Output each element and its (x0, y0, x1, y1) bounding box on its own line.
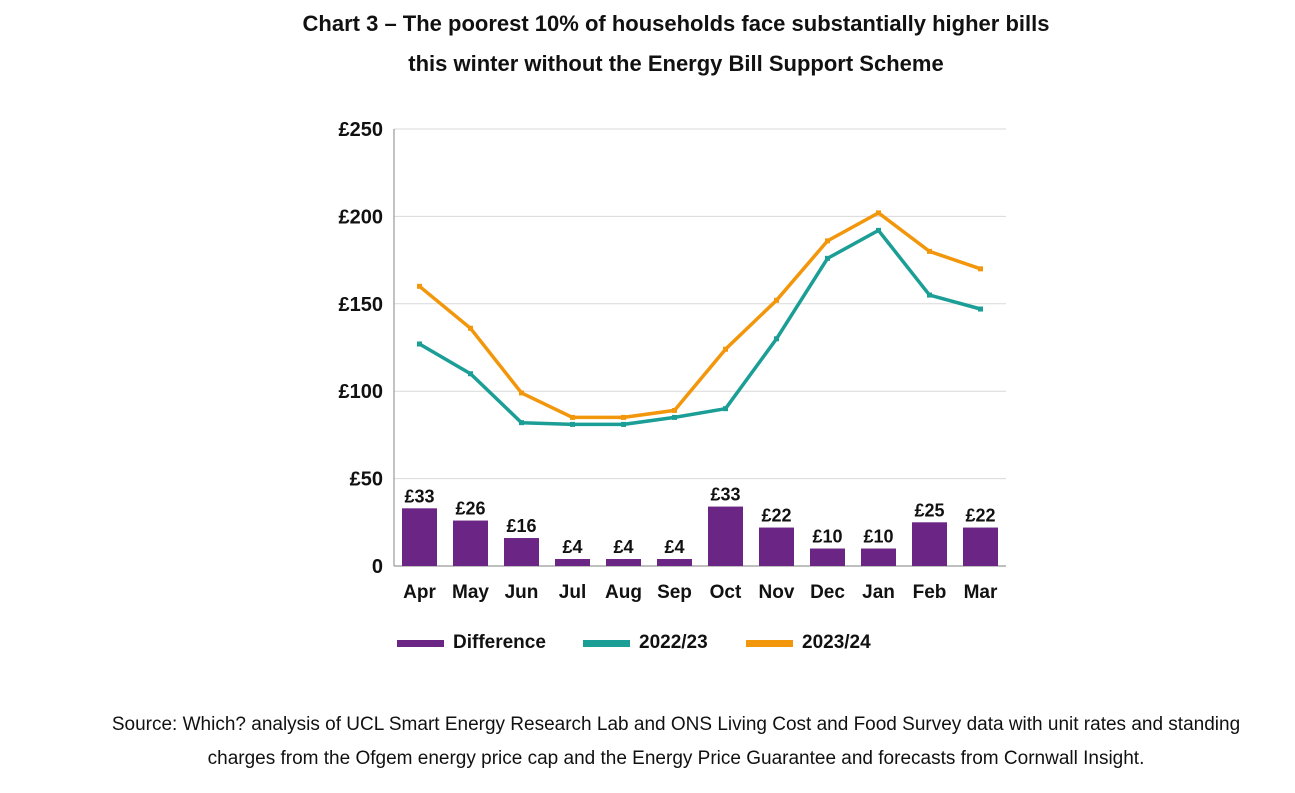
bar-label-feb: £25 (914, 500, 944, 520)
bar-label-apr: £33 (404, 486, 434, 506)
source-note: Source: Which? analysis of UCL Smart Ene… (0, 708, 1295, 776)
chart-title: Chart 3 – The poorest 10% of households … (0, 4, 1295, 84)
x-tick-label-jul: Jul (559, 582, 586, 603)
line-series-2023-24 (417, 211, 983, 420)
bar-label-aug: £4 (613, 537, 633, 557)
bar-difference-feb (912, 522, 947, 566)
source-line-2: charges from the Ofgem energy price cap … (207, 748, 1145, 769)
chart-title-line-1: Chart 3 – The poorest 10% of households … (302, 11, 1050, 36)
point-2022-23-jun (519, 420, 524, 426)
chart-legend: Difference 2022/23 2023/24 (0, 628, 1295, 658)
x-tick-label-oct: Oct (710, 582, 742, 603)
point-2023-24-nov (774, 297, 779, 303)
chart-title-line-2: this winter without the Energy Bill Supp… (408, 51, 944, 76)
point-2022-23-oct (723, 406, 728, 412)
bar-difference-mar (963, 527, 998, 566)
legend-item-difference: Difference (397, 628, 546, 658)
legend-label-difference: Difference (453, 632, 546, 653)
point-2023-24-oct (723, 346, 728, 352)
point-2023-24-jul (570, 414, 575, 420)
bar-label-dec: £10 (812, 527, 842, 547)
point-2022-23-jan (876, 227, 881, 233)
bar-difference-jun (504, 538, 539, 566)
y-tick-label-50: £50 (350, 469, 383, 491)
bar-difference-nov (759, 527, 794, 566)
bar-difference-aug (606, 559, 641, 566)
point-2023-24-apr (417, 283, 422, 289)
point-2023-24-sep (672, 407, 677, 413)
bar-label-sep: £4 (664, 537, 684, 557)
legend-label-2022-23: 2022/23 (639, 632, 708, 653)
bar-label-jul: £4 (562, 537, 582, 557)
bar-label-may: £26 (455, 499, 485, 519)
bar-difference-sep (657, 559, 692, 566)
bar-label-oct: £33 (710, 485, 740, 505)
bar-label-jan: £10 (863, 527, 893, 547)
bar-label-jun: £16 (506, 516, 536, 536)
point-2022-23-aug (621, 421, 626, 427)
y-tick-label-100: £100 (339, 381, 384, 403)
legend-swatch-difference (397, 639, 444, 647)
bar-difference-may (453, 520, 488, 566)
x-tick-label-mar: Mar (964, 582, 998, 603)
point-2023-24-feb (927, 248, 932, 254)
bar-difference-apr (402, 508, 437, 566)
legend-swatch-2022-23 (583, 639, 630, 647)
point-2022-23-feb (927, 292, 932, 298)
x-tick-label-nov: Nov (759, 582, 795, 603)
bar-label-nov: £22 (761, 506, 791, 526)
point-2022-23-dec (825, 255, 830, 261)
y-tick-label-0: 0 (372, 556, 383, 578)
source-line-1: Source: Which? analysis of UCL Smart Ene… (111, 714, 1241, 735)
point-2023-24-dec (825, 238, 830, 244)
y-tick-label-150: £150 (339, 294, 384, 316)
point-2022-23-mar (978, 306, 983, 312)
x-tick-label-sep: Sep (657, 582, 692, 603)
bar-difference-oct (708, 506, 743, 566)
point-2023-24-jun (519, 390, 524, 396)
bar-label-mar: £22 (965, 506, 995, 526)
x-tick-label-apr: Apr (403, 582, 436, 603)
point-2023-24-aug (621, 414, 626, 420)
point-2022-23-jul (570, 421, 575, 427)
x-tick-label-feb: Feb (913, 582, 947, 603)
legend-item-2022-23: 2022/23 (583, 628, 708, 658)
x-tick-label-aug: Aug (605, 582, 642, 603)
x-tick-label-jan: Jan (862, 582, 895, 603)
chart-plot: 0 £50 £100 £150 £200 £250 £33 £26 £16 £4 £4 £4 £33 £2… (339, 119, 1006, 603)
x-tick-label-jun: Jun (505, 582, 539, 603)
x-tick-label-dec: Dec (810, 582, 845, 603)
point-2023-24-jan (876, 210, 881, 216)
point-2023-24-may (468, 325, 473, 331)
line-series-2022-23 (417, 228, 983, 427)
bar-difference-jul (555, 559, 590, 566)
point-2022-23-nov (774, 336, 779, 342)
legend-item-2023-24: 2023/24 (746, 628, 871, 658)
legend-label-2023-24: 2023/24 (802, 632, 871, 653)
y-tick-label-250: £250 (339, 119, 384, 141)
x-tick-label-may: May (452, 582, 489, 603)
point-2022-23-may (468, 371, 473, 377)
y-tick-label-200: £200 (339, 206, 384, 228)
point-2022-23-apr (417, 341, 422, 347)
bar-difference-dec (810, 548, 845, 566)
legend-swatch-2023-24 (746, 639, 793, 647)
bar-difference-jan (861, 548, 896, 566)
point-2023-24-mar (978, 266, 983, 272)
point-2022-23-sep (672, 414, 677, 420)
